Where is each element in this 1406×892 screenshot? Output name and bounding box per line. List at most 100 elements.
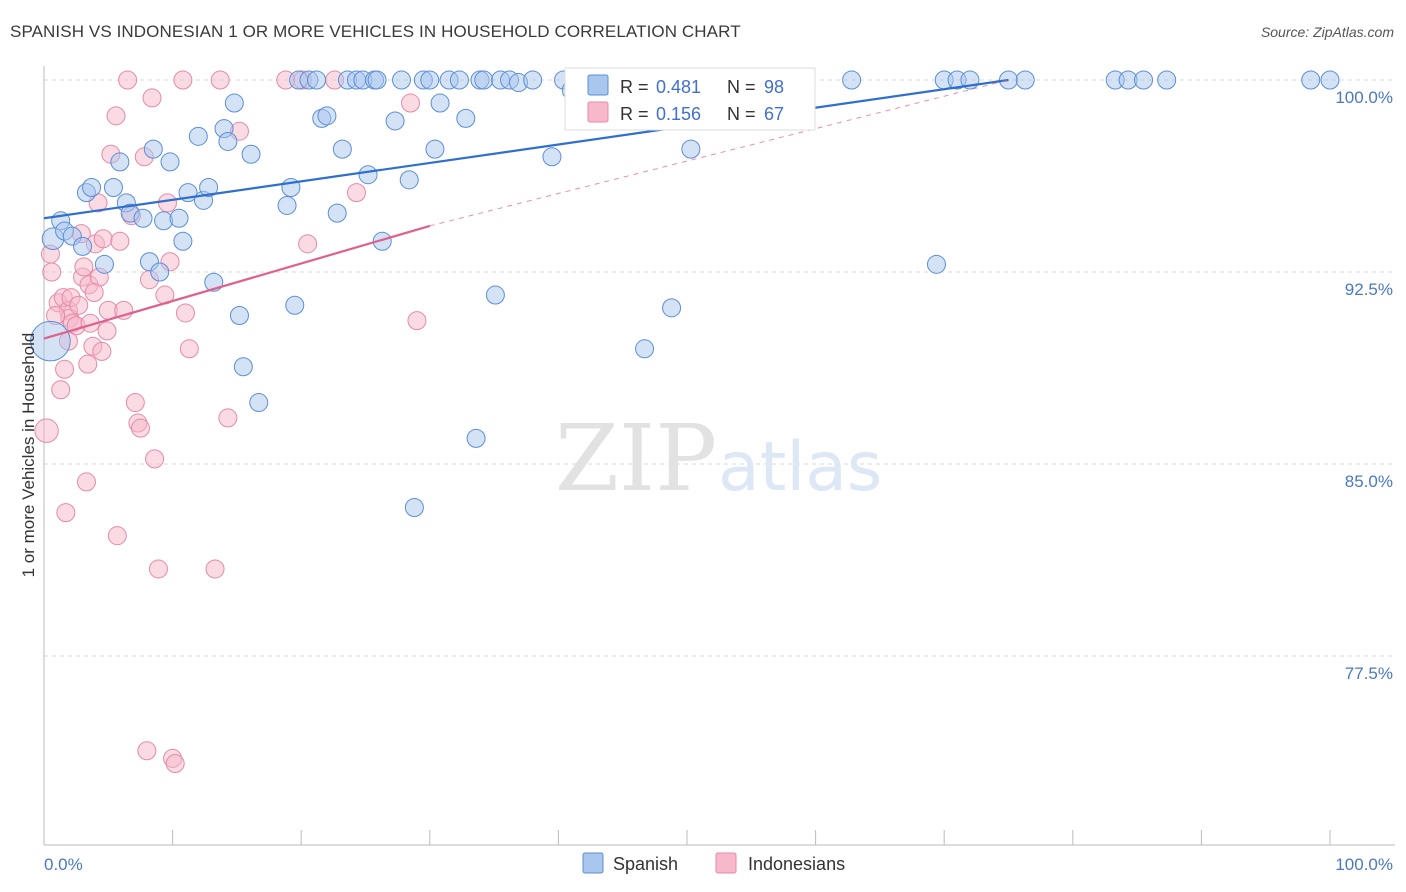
indonesian-point bbox=[148, 559, 168, 579]
y-tick-labels: 100.0% 92.5% 85.0% 77.5% bbox=[1335, 88, 1393, 683]
spanish-point bbox=[425, 139, 445, 159]
spanish-point bbox=[188, 126, 208, 146]
spanish-point bbox=[542, 147, 562, 167]
spanish-point bbox=[404, 498, 424, 518]
spanish-point bbox=[285, 295, 305, 315]
spanish-point bbox=[662, 298, 682, 318]
spanish-point bbox=[218, 131, 238, 151]
indonesian-point bbox=[298, 234, 318, 254]
indonesian-point bbox=[137, 741, 157, 761]
spanish-point bbox=[317, 106, 337, 126]
spanish-point bbox=[73, 236, 93, 256]
legend-swatch-spanish bbox=[587, 74, 609, 96]
x-tick-labels: 0.0% 100.0% bbox=[44, 855, 1393, 874]
spanish-point bbox=[307, 70, 327, 90]
indonesian-point bbox=[173, 70, 193, 90]
spanish-point bbox=[635, 339, 655, 359]
indonesian-point bbox=[130, 418, 150, 438]
spanish-point bbox=[233, 357, 253, 377]
spanish-point bbox=[474, 70, 494, 90]
spanish-point bbox=[82, 178, 102, 198]
spanish-point bbox=[385, 111, 405, 131]
spanish-point bbox=[332, 139, 352, 159]
spanish-point bbox=[367, 70, 387, 90]
top-legend: R = 0.481 N = 98 R = 0.156 N = 67 bbox=[564, 67, 816, 131]
bottom-legend-swatch-spanish bbox=[582, 852, 604, 874]
spanish-point bbox=[199, 178, 219, 198]
spanish-point bbox=[358, 165, 378, 185]
y-tick-label: 77.5% bbox=[1345, 664, 1393, 683]
spanish-point bbox=[173, 231, 193, 251]
indonesian-point bbox=[55, 359, 75, 379]
spanish-point bbox=[169, 208, 189, 228]
source-label: Source: ZipAtlas.com bbox=[1260, 24, 1394, 40]
spanish-point bbox=[485, 285, 505, 305]
watermark: ZIP atlas bbox=[555, 405, 882, 512]
legend-r-label-spanish: R = bbox=[620, 77, 649, 97]
spanish-point bbox=[1157, 70, 1177, 90]
spanish-point bbox=[229, 306, 249, 326]
indonesian-point bbox=[179, 339, 199, 359]
y-tick-label: 85.0% bbox=[1345, 472, 1393, 491]
spanish-point bbox=[420, 70, 440, 90]
indonesian-point bbox=[56, 503, 76, 523]
spanish-point bbox=[1134, 70, 1154, 90]
bottom-legend: Spanish Indonesians bbox=[582, 852, 845, 874]
spanish-point bbox=[103, 178, 123, 198]
x-tick-label: 0.0% bbox=[44, 855, 83, 874]
axes bbox=[43, 66, 1395, 846]
bottom-legend-spanish: Spanish bbox=[613, 854, 678, 874]
spanish-point bbox=[372, 231, 392, 251]
watermark-zip: ZIP bbox=[555, 405, 717, 512]
y-tick-label: 92.5% bbox=[1345, 280, 1393, 299]
indonesian-point bbox=[107, 526, 127, 546]
indonesian-point bbox=[205, 559, 225, 579]
indonesian-point bbox=[401, 93, 421, 113]
spanish-point bbox=[241, 144, 261, 164]
indonesian-point bbox=[175, 303, 195, 323]
indonesian-point bbox=[118, 70, 138, 90]
indonesian-point bbox=[42, 262, 62, 282]
indonesian-trend-line bbox=[43, 224, 431, 340]
indonesian-point bbox=[78, 354, 98, 374]
legend-n-value-spanish: 98 bbox=[764, 77, 784, 97]
spanish-point bbox=[327, 203, 347, 223]
spanish-point bbox=[1320, 70, 1340, 90]
spanish-point bbox=[110, 152, 130, 172]
spanish-point bbox=[133, 208, 153, 228]
indonesian-point bbox=[157, 193, 177, 213]
spanish-point bbox=[143, 139, 163, 159]
spanish-points bbox=[30, 70, 1340, 518]
spanish-point bbox=[523, 70, 543, 90]
indonesian-point bbox=[76, 472, 96, 492]
spanish-trend-line bbox=[43, 78, 1009, 220]
indonesian-point bbox=[93, 229, 113, 249]
indonesian-point bbox=[69, 295, 89, 315]
spanish-point bbox=[399, 170, 419, 190]
indonesian-point bbox=[407, 311, 427, 331]
spanish-point bbox=[681, 139, 701, 159]
indonesian-point bbox=[84, 282, 104, 302]
trend-lines bbox=[43, 78, 1009, 340]
indonesian-point bbox=[142, 88, 162, 108]
indonesian-point bbox=[165, 754, 185, 774]
legend-r-value-spanish: 0.481 bbox=[656, 77, 701, 97]
bottom-legend-swatch-indonesian bbox=[715, 852, 737, 874]
indonesian-point bbox=[346, 183, 366, 203]
x-tick-label: 100.0% bbox=[1335, 855, 1393, 874]
legend-n-value-indonesian: 67 bbox=[764, 104, 784, 124]
legend-r-label-indonesian: R = bbox=[620, 104, 649, 124]
legend-n-label-indonesian: N = bbox=[727, 104, 756, 124]
bottom-legend-indonesians: Indonesians bbox=[748, 854, 845, 874]
spanish-point bbox=[430, 93, 450, 113]
spanish-point bbox=[30, 320, 71, 362]
watermark-atlas: atlas bbox=[718, 428, 882, 507]
spanish-point bbox=[926, 254, 946, 274]
spanish-point bbox=[94, 254, 114, 274]
indonesian-point bbox=[145, 449, 165, 469]
spanish-point bbox=[150, 262, 170, 282]
y-axis-label: 1 or more Vehicles in Household bbox=[19, 333, 38, 578]
indonesian-point bbox=[34, 418, 59, 443]
spanish-point bbox=[224, 93, 244, 113]
